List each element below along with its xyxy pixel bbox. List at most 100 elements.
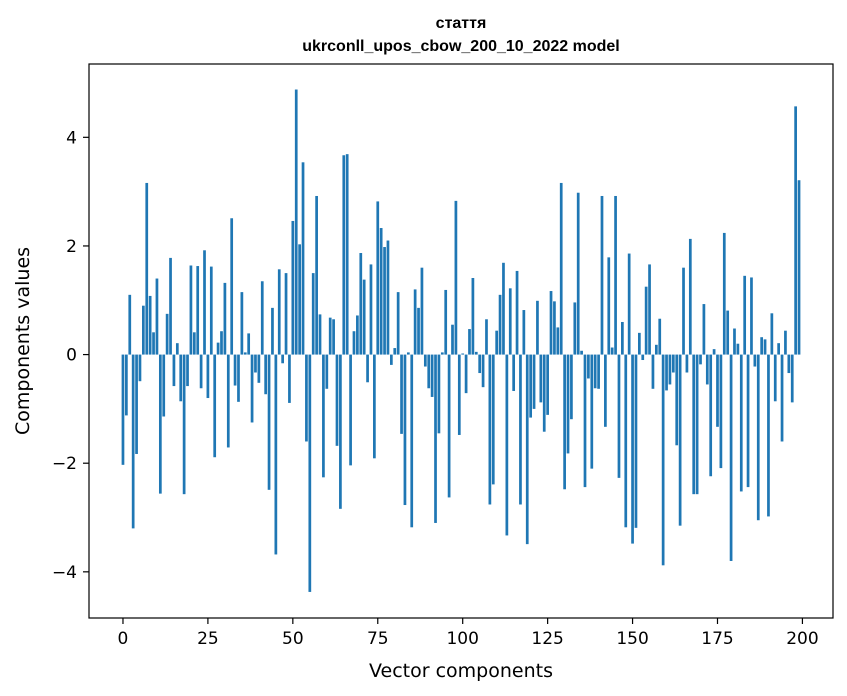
bar bbox=[512, 354, 516, 391]
bar bbox=[226, 354, 230, 448]
bar bbox=[590, 354, 594, 469]
bar bbox=[393, 348, 397, 355]
bar bbox=[637, 332, 641, 355]
bar bbox=[474, 351, 478, 355]
bar bbox=[665, 354, 668, 391]
x-tick-label: 100 bbox=[446, 629, 478, 649]
bar bbox=[356, 315, 359, 355]
bar bbox=[627, 253, 631, 355]
bar bbox=[179, 354, 183, 402]
bar bbox=[400, 354, 403, 434]
bar bbox=[148, 295, 152, 355]
bar bbox=[396, 292, 400, 355]
bar bbox=[515, 270, 519, 355]
bar bbox=[702, 304, 706, 355]
bar bbox=[322, 354, 325, 478]
bar bbox=[644, 286, 648, 355]
bar bbox=[576, 192, 580, 355]
chart-subtitle: ukrconll_upos_cbow_200_10_2022 model bbox=[302, 38, 619, 55]
bar bbox=[750, 277, 753, 355]
bar bbox=[597, 354, 600, 389]
bar bbox=[128, 294, 132, 355]
bar bbox=[658, 318, 662, 355]
bar bbox=[580, 350, 583, 355]
bar bbox=[610, 347, 614, 355]
bar bbox=[495, 330, 499, 355]
bar bbox=[739, 354, 743, 492]
bar bbox=[339, 354, 342, 509]
bar bbox=[651, 354, 655, 389]
chart-title: стаття bbox=[436, 15, 487, 32]
bar bbox=[654, 344, 658, 355]
bar bbox=[797, 180, 801, 355]
bar bbox=[172, 354, 176, 387]
bar bbox=[583, 354, 587, 488]
bar bbox=[135, 354, 138, 454]
bar bbox=[539, 354, 543, 403]
bar bbox=[383, 247, 386, 355]
bar bbox=[243, 352, 247, 355]
bar bbox=[437, 354, 441, 434]
bar bbox=[566, 354, 570, 454]
bar bbox=[553, 301, 556, 355]
bar bbox=[165, 313, 169, 355]
bar bbox=[376, 201, 380, 355]
y-axis-label: Components values bbox=[12, 247, 34, 435]
bar bbox=[379, 228, 383, 355]
bar bbox=[203, 250, 206, 355]
bar bbox=[508, 288, 512, 355]
bar bbox=[233, 354, 237, 386]
bar bbox=[716, 354, 719, 427]
bar bbox=[746, 354, 750, 488]
bar bbox=[719, 354, 723, 469]
bar bbox=[705, 354, 709, 385]
bar bbox=[529, 354, 533, 418]
bar bbox=[471, 277, 475, 355]
bar bbox=[152, 332, 155, 355]
bar bbox=[186, 354, 189, 387]
bar bbox=[549, 291, 553, 355]
bar bbox=[777, 343, 781, 355]
bar bbox=[247, 333, 251, 355]
bar bbox=[423, 354, 427, 367]
bar bbox=[220, 331, 223, 355]
bar bbox=[559, 182, 563, 355]
bar bbox=[464, 354, 468, 394]
bar bbox=[359, 253, 363, 355]
bar bbox=[189, 265, 193, 355]
bar bbox=[692, 354, 696, 495]
bar bbox=[328, 317, 332, 355]
bar bbox=[790, 354, 794, 403]
bar bbox=[417, 307, 420, 355]
bar bbox=[141, 305, 145, 355]
bar bbox=[175, 343, 179, 355]
bar bbox=[362, 279, 366, 355]
bar bbox=[427, 354, 431, 389]
bar bbox=[288, 354, 291, 403]
bar bbox=[688, 238, 692, 355]
bar bbox=[671, 354, 675, 373]
bar bbox=[223, 282, 227, 355]
bar bbox=[522, 310, 526, 355]
bar bbox=[536, 300, 539, 355]
bar bbox=[216, 342, 220, 355]
bar bbox=[600, 195, 604, 355]
bar bbox=[298, 244, 301, 355]
bar bbox=[491, 354, 495, 485]
bar bbox=[138, 354, 142, 382]
bars-group bbox=[121, 89, 801, 592]
bar bbox=[254, 354, 257, 373]
x-tick-label: 150 bbox=[616, 629, 648, 649]
bar bbox=[743, 275, 747, 355]
y-tick-label: −2 bbox=[52, 454, 77, 474]
bar bbox=[271, 307, 274, 355]
bar bbox=[648, 264, 651, 355]
bar bbox=[678, 354, 682, 526]
bar bbox=[335, 354, 339, 446]
bar bbox=[760, 337, 764, 355]
bar bbox=[267, 354, 271, 490]
bar bbox=[661, 354, 665, 566]
bar bbox=[284, 273, 288, 355]
bar bbox=[634, 354, 638, 528]
